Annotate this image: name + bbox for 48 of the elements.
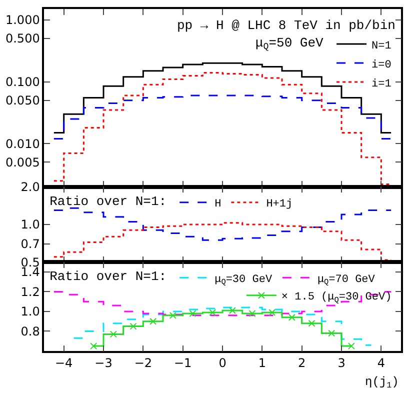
point	[328, 330, 336, 337]
point	[169, 312, 176, 319]
point	[248, 310, 256, 317]
text: pp → H @ LHC 8 TeV in pb/bin	[177, 18, 396, 33]
point	[90, 342, 98, 350]
x-tick-label: −2	[134, 356, 152, 370]
legend-label: i=0	[372, 59, 392, 72]
legend-label: H+1j	[266, 198, 293, 211]
y-tick-label: 0.005	[5, 155, 40, 170]
legend-label: × 1.5 (μ$_{Q}$=30 GeV)	[281, 292, 392, 305]
point	[228, 306, 236, 314]
y-tick-label: 1.2	[20, 284, 40, 299]
legend-label: H	[214, 198, 222, 211]
point	[209, 308, 216, 316]
x-tick-label: −3	[94, 356, 112, 370]
x-tick-label: 3	[338, 356, 346, 370]
x-axis-title: η(j$_{1}$)	[365, 375, 399, 391]
y-tick-label: 0.010	[5, 136, 40, 151]
legend-title: μ$_{Q}$=50 GeV	[255, 35, 324, 52]
x-tick-label: 4	[377, 356, 385, 370]
y-tick-label: 0.7	[20, 237, 40, 252]
point	[268, 308, 276, 316]
point	[130, 322, 137, 330]
y-tick-label: 1.0	[20, 304, 40, 319]
point	[288, 314, 296, 321]
y-tick-label: 0.500	[5, 32, 40, 46]
x-tick-label: 0	[218, 356, 226, 370]
legend-label: N=1	[372, 40, 392, 52]
y-tick-label: 1.0	[20, 218, 40, 232]
y-tick-label: 1.000	[5, 13, 40, 28]
y-tick-label: 2.0	[20, 180, 40, 194]
point	[150, 318, 157, 325]
legend-title: Ratio over N=1:	[50, 269, 167, 284]
x-tick-label: 2	[298, 356, 306, 370]
legend-label: i=1	[372, 78, 392, 90]
legend-title: Ratio over N=1:	[50, 194, 167, 209]
legend-label: μ$_{Q}$=30 GeV	[214, 274, 272, 288]
legend-label: μ$_{Q}$=70 GeV	[317, 274, 376, 288]
y-tick-label: 0.050	[5, 94, 40, 108]
x-tick-label: 1	[258, 356, 266, 370]
x-tick-label: −1	[174, 356, 192, 370]
point	[308, 320, 316, 327]
x-tick-label: −4	[54, 356, 73, 370]
point	[110, 330, 117, 338]
y-tick-label: 0.100	[5, 74, 40, 89]
y-tick-label: 0.8	[20, 324, 40, 338]
point	[348, 342, 355, 350]
point	[189, 310, 196, 317]
